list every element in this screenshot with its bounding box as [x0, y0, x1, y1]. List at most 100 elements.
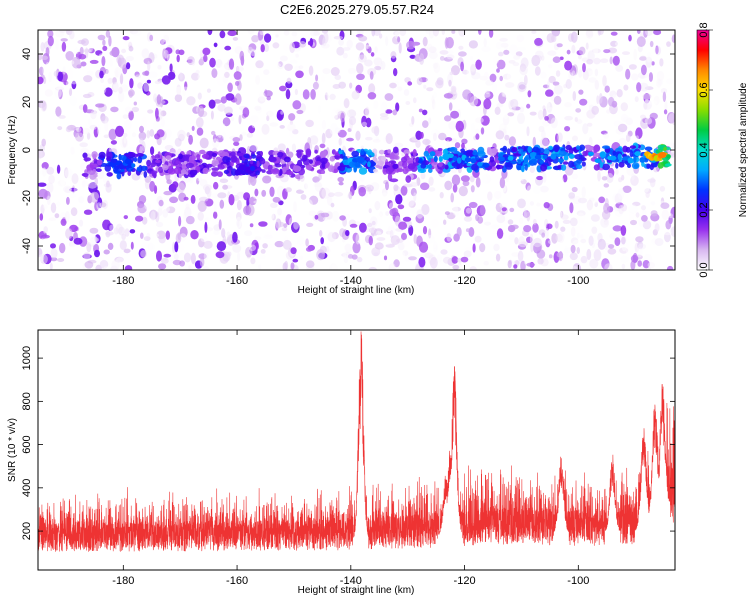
heatmap-cell — [71, 173, 79, 185]
heatmap-cell — [480, 115, 490, 126]
heatmap-cell — [169, 196, 179, 204]
heatmap-cell — [625, 134, 631, 142]
heatmap-signal-cell — [482, 162, 490, 168]
heatmap-cell — [196, 127, 204, 136]
heatmap-cell — [577, 53, 582, 60]
heatmap-cell — [517, 112, 525, 124]
heatmap-signal-cell — [338, 150, 343, 155]
heatmap-cell — [318, 173, 322, 181]
heatmap-cell — [398, 221, 408, 230]
heatmap-cell — [348, 67, 357, 75]
heatmap-cell — [88, 238, 94, 245]
heatmap-cell — [361, 121, 368, 127]
heatmap-feature-cell — [110, 158, 118, 164]
heatmap-signal-cell — [292, 165, 302, 172]
heatmap-signal-cell — [646, 163, 651, 169]
heatmap-cell — [547, 64, 553, 69]
heatmap-cell — [208, 99, 216, 109]
heatmap-cell — [469, 96, 479, 107]
heatmap-cell — [569, 217, 578, 227]
heatmap-signal-cell — [385, 167, 393, 175]
heatmap-cell — [569, 128, 576, 134]
heatmap-cell — [248, 125, 256, 134]
heatmap-cell — [365, 130, 370, 137]
heatmap-signal-cell — [256, 154, 263, 160]
heatmap-cell — [330, 202, 335, 208]
heatmap-cell — [155, 107, 159, 119]
heatmap-cell — [161, 75, 171, 85]
heatmap-signal-cell — [593, 153, 599, 157]
heatmap-cell — [181, 86, 190, 97]
heatmap-cell — [541, 32, 547, 42]
heatmap-cell — [326, 221, 332, 232]
heatmap-cell — [236, 66, 244, 72]
heatmap-cell — [495, 124, 505, 129]
heatmap-cell — [538, 125, 545, 133]
heatmap-signal-cell — [158, 166, 164, 174]
heatmap-cell — [625, 68, 631, 80]
heatmap-feature-cell — [249, 166, 256, 171]
heatmap-cell — [495, 130, 505, 140]
y-tick-label: 800 — [21, 392, 33, 410]
heatmap-cell — [105, 30, 111, 38]
heatmap-cell — [472, 243, 476, 253]
heatmap-cell — [338, 138, 343, 146]
heatmap-cell — [389, 178, 399, 183]
heatmap-cell — [261, 123, 270, 135]
heatmap-cell — [291, 133, 296, 145]
heatmap-cell — [191, 125, 195, 131]
heatmap-cell — [137, 82, 143, 89]
heatmap-cell — [630, 175, 639, 186]
heatmap-cell — [487, 244, 492, 253]
heatmap-cell — [56, 201, 61, 207]
heatmap-cell — [93, 233, 97, 246]
heatmap-signal-cell — [401, 156, 408, 163]
heatmap-cell — [251, 35, 259, 43]
heatmap-cell — [433, 92, 437, 99]
heatmap-cell — [274, 240, 284, 248]
heatmap-signal-cell — [181, 164, 187, 170]
heatmap-cell — [305, 247, 313, 252]
heatmap-signal-cell — [428, 157, 432, 163]
heatmap-cell — [523, 74, 528, 86]
heatmap-signal-cell — [211, 171, 219, 177]
heatmap-signal-cell — [211, 167, 220, 171]
heatmap-cell — [553, 95, 562, 105]
heatmap-feature-cell — [429, 151, 436, 157]
heatmap-cell — [644, 117, 653, 125]
heatmap-cell — [281, 227, 288, 232]
heatmap-signal-cell — [444, 164, 449, 170]
heatmap-cell — [615, 168, 619, 175]
heatmap-cell — [317, 104, 321, 114]
heatmap-signal-cell — [98, 151, 106, 159]
heatmap-cell — [69, 135, 76, 147]
heatmap-cell — [177, 129, 186, 140]
heatmap-cell — [60, 164, 64, 171]
heatmap-cell — [469, 175, 475, 183]
heatmap-cell — [564, 60, 573, 71]
heatmap-cell — [442, 256, 452, 264]
heatmap-cell — [622, 116, 632, 123]
heatmap-feature-cell — [241, 170, 247, 176]
heatmap-cell — [258, 91, 266, 102]
heatmap-cell — [517, 81, 527, 92]
heatmap-cell — [367, 46, 372, 54]
heatmap-cell — [603, 202, 610, 214]
heatmap-feature-cell — [523, 156, 529, 163]
heatmap-cell — [408, 200, 416, 208]
heatmap-signal-cell — [217, 150, 226, 157]
heatmap-cell — [430, 72, 439, 81]
heatmap-cell — [101, 56, 106, 67]
heatmap-cell — [146, 130, 151, 139]
heatmap-signal-cell — [663, 147, 667, 151]
heatmap-cell — [593, 45, 599, 56]
heatmap-cell — [202, 184, 212, 192]
heatmap-signal-cell — [466, 150, 475, 157]
heatmap-cell — [334, 74, 342, 81]
heatmap-cell — [105, 231, 114, 236]
heatmap-cell — [319, 187, 326, 199]
heatmap-cell — [38, 53, 43, 61]
heatmap-cell — [564, 115, 573, 121]
heatmap-cell — [291, 222, 300, 233]
heatmap-cell — [607, 224, 612, 231]
